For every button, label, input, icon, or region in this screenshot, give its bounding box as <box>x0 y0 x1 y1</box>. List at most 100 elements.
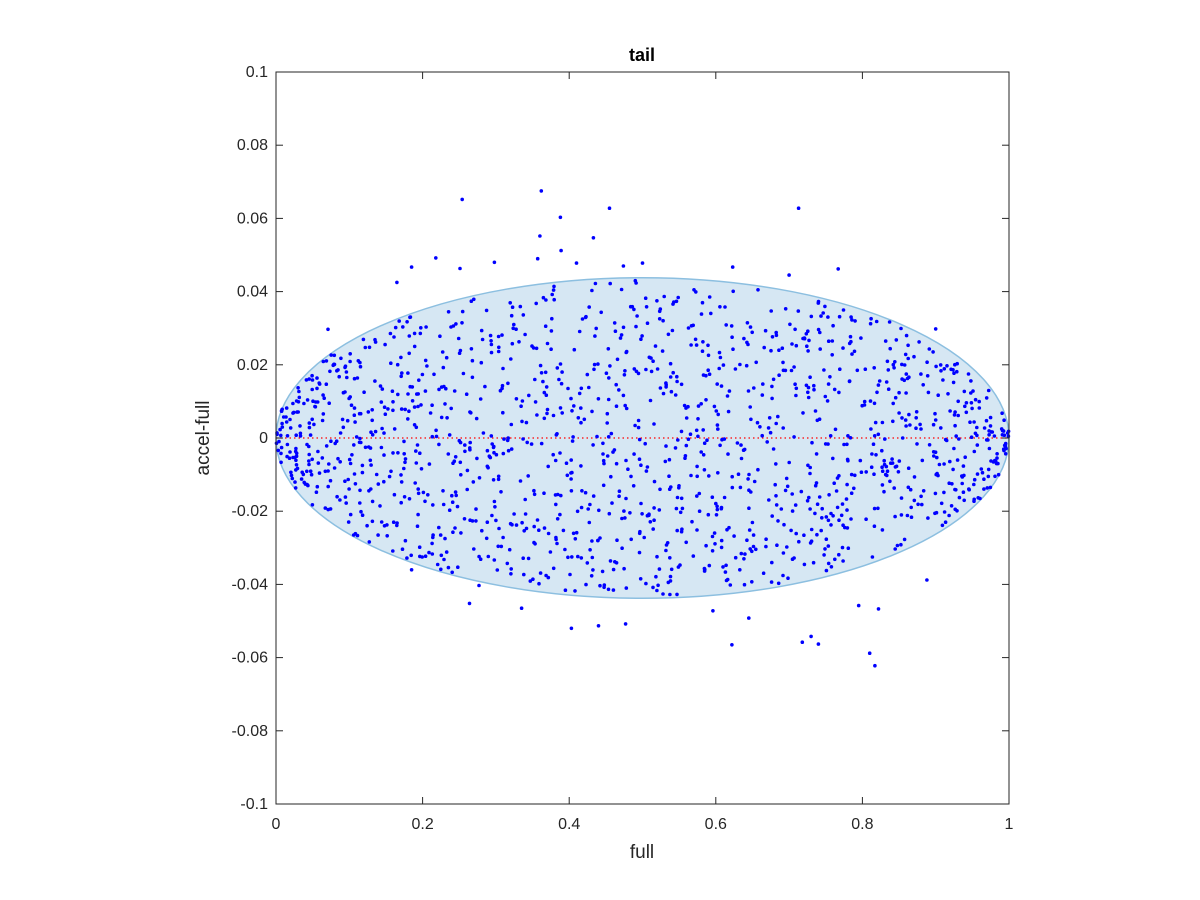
scatter-point <box>373 337 377 342</box>
scatter-point <box>819 528 823 533</box>
scatter-point <box>555 366 560 370</box>
scatter-point <box>610 501 614 505</box>
scatter-point <box>711 609 715 613</box>
scatter-point <box>962 389 967 394</box>
scatter-point <box>825 399 830 403</box>
scatter-point <box>655 299 659 303</box>
scatter-point <box>455 504 460 509</box>
scatter-point <box>582 417 587 422</box>
scatter-point <box>596 624 601 628</box>
scatter-point <box>721 565 725 569</box>
scatter-point <box>316 449 320 454</box>
scatter-point <box>341 425 346 430</box>
scatter-point <box>847 379 852 384</box>
scatter-point <box>957 495 962 500</box>
scatter-point <box>470 358 475 363</box>
scatter-point <box>321 359 326 364</box>
scatter-point <box>653 344 658 348</box>
scatter-point <box>324 359 329 363</box>
scatter-point <box>908 423 912 427</box>
scatter-point <box>279 408 284 413</box>
scatter-point <box>894 338 899 342</box>
scatter-point <box>738 568 742 572</box>
scatter-point <box>346 520 351 524</box>
scatter-point <box>995 456 999 460</box>
scatter-point <box>637 457 642 462</box>
scatter-point <box>517 340 521 344</box>
scatter-point <box>512 512 516 516</box>
scatter-point <box>374 472 379 477</box>
scatter-point <box>335 494 339 499</box>
scatter-point <box>858 458 863 463</box>
scatter-point <box>783 307 788 311</box>
scatter-point <box>882 462 887 467</box>
scatter-point <box>416 392 421 396</box>
scatter-point <box>982 487 986 491</box>
scatter-point <box>804 383 809 388</box>
scatter-point <box>658 386 663 390</box>
scatter-point <box>919 372 923 376</box>
scatter-point <box>328 507 333 511</box>
scatter-point <box>405 556 409 560</box>
scatter-point <box>874 453 878 457</box>
scatter-point <box>887 320 892 324</box>
scatter-point <box>760 393 765 397</box>
scatter-point <box>310 503 315 507</box>
scatter-point <box>661 592 665 596</box>
scatter-point <box>324 444 329 448</box>
scatter-point <box>592 362 597 367</box>
scatter-point <box>492 499 497 504</box>
scatter-point <box>347 457 352 462</box>
scatter-point <box>397 319 402 323</box>
scatter-point <box>597 508 601 513</box>
scatter-point <box>459 531 463 535</box>
scatter-point <box>756 288 760 292</box>
scatter-point <box>960 481 964 486</box>
scatter-point <box>792 556 796 560</box>
scatter-point <box>279 451 283 456</box>
scatter-point <box>729 324 734 328</box>
scatter-point <box>845 526 850 530</box>
scatter-point <box>750 520 755 525</box>
scatter-point <box>752 479 757 484</box>
scatter-point <box>569 626 574 631</box>
scatter-point <box>695 464 699 469</box>
scatter-point <box>717 366 721 371</box>
scatter-point <box>909 515 914 519</box>
scatter-point <box>474 416 479 421</box>
scatter-point <box>520 399 525 403</box>
scatter-point <box>984 418 989 423</box>
scatter-point <box>583 490 588 495</box>
scatter-point <box>539 371 544 375</box>
scatter-point <box>880 528 885 532</box>
scatter-point <box>512 322 516 327</box>
scatter-point <box>668 574 673 579</box>
scatter-point <box>416 487 421 491</box>
scatter-point <box>352 406 357 410</box>
scatter-point <box>731 289 735 294</box>
scatter-point <box>907 375 911 380</box>
scatter-point <box>475 456 479 461</box>
chart-title: tail <box>629 45 655 65</box>
scatter-point <box>714 501 718 506</box>
scatter-point <box>328 369 332 374</box>
scatter-point <box>569 458 573 462</box>
scatter-point <box>550 292 554 297</box>
scatter-point <box>783 368 788 373</box>
scatter-point <box>545 411 549 416</box>
scatter-point <box>423 358 428 363</box>
scatter-point <box>735 441 740 445</box>
scatter-point <box>636 425 641 430</box>
scatter-point <box>396 451 400 455</box>
scatter-point <box>358 436 362 441</box>
scatter-point <box>872 506 877 511</box>
scatter-point <box>880 469 885 474</box>
scatter-point <box>553 493 558 497</box>
scatter-point <box>569 396 573 401</box>
scatter-point <box>479 328 484 333</box>
scatter-point <box>593 334 597 338</box>
scatter-point <box>971 389 975 393</box>
scatter-point <box>640 512 644 516</box>
scatter-point <box>542 390 547 395</box>
scatter-point <box>934 364 938 369</box>
